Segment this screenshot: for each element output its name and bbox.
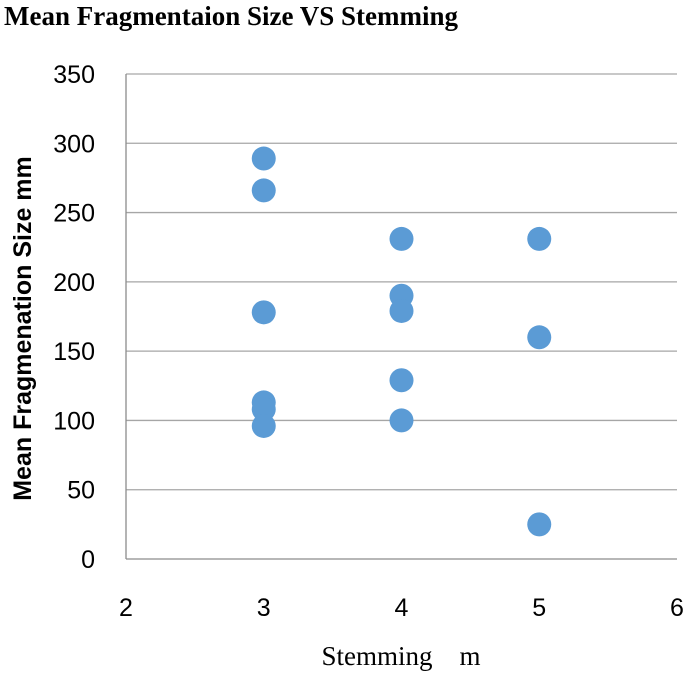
data-point	[527, 512, 552, 537]
y-tick-label: 100	[53, 407, 95, 435]
y-tick-label: 300	[53, 130, 95, 158]
y-tick-label: 150	[53, 338, 95, 366]
data-point	[251, 413, 276, 438]
gridlines	[126, 73, 677, 491]
data-point	[251, 300, 276, 325]
y-tick-label: 200	[53, 269, 95, 297]
data-point	[251, 178, 276, 203]
x-tick-label: 5	[532, 594, 546, 622]
data-point	[527, 226, 552, 251]
y-tick-label: 50	[67, 477, 95, 505]
chart-title: Mean Fragmentaion Size VS Stemming	[4, 1, 458, 31]
data-point	[251, 397, 276, 422]
y-tick-label: 250	[53, 200, 95, 228]
data-points	[251, 146, 552, 537]
y-tick-label: 0	[81, 546, 95, 574]
data-point	[389, 298, 414, 323]
x-tick-labels: 2 3 4 5 6	[119, 594, 684, 622]
x-tick-label: 4	[395, 594, 409, 622]
y-tick-label: 350	[53, 61, 95, 89]
x-tick-label: 6	[670, 594, 684, 622]
data-point	[389, 368, 414, 393]
y-axis-label: Mean Fragmenation Size mm	[9, 156, 37, 501]
x-tick-label: 2	[119, 594, 133, 622]
x-tick-label: 3	[257, 594, 271, 622]
data-point	[527, 325, 552, 350]
y-tick-labels: 0 50 100 150 200 250 300 350	[53, 61, 95, 574]
data-point	[389, 226, 414, 251]
data-point	[389, 408, 414, 433]
data-point	[251, 146, 276, 171]
x-axis-label: Stemming m	[321, 641, 480, 671]
